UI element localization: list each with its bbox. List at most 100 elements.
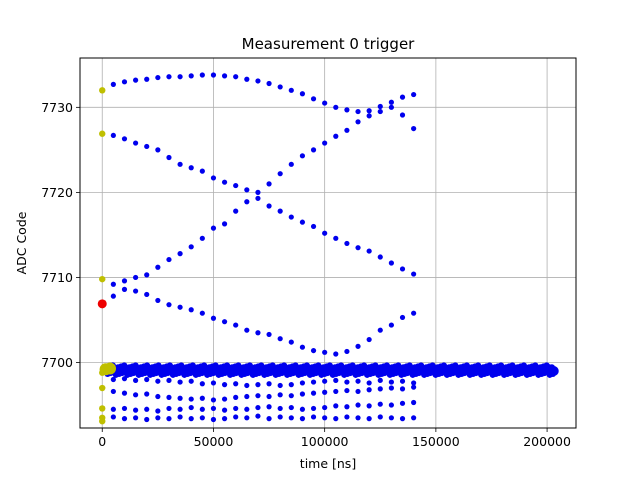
curve-point-low-1 <box>188 378 194 384</box>
x-tick-label: 150000 <box>412 434 460 449</box>
curve-point-low-2 <box>110 388 116 395</box>
curve-point-low-4 <box>155 415 161 421</box>
curve-point-lower-rise <box>310 147 317 153</box>
curve-point-mid-descent <box>244 327 250 333</box>
curve-point-low-4 <box>233 414 239 420</box>
curve-point-mid-descent <box>288 339 294 345</box>
curve-point-low-3 <box>288 404 294 411</box>
curve-point-low-3 <box>244 406 250 412</box>
curve-point-low-3 <box>411 399 417 406</box>
curve-point-mid-descent <box>166 302 172 308</box>
curve-point-lower-rise <box>210 225 217 231</box>
curve-point-mid-descent <box>355 343 361 349</box>
curve-point-low-1 <box>388 379 394 385</box>
curve-point-upper <box>355 108 361 115</box>
curve-point-lower-rise <box>355 119 361 125</box>
curve-point-upper-cross <box>288 214 294 220</box>
curve-point-low-2 <box>377 386 383 392</box>
curve-point-low-3 <box>199 406 205 412</box>
curve-point-lower-rise <box>255 189 261 195</box>
curve-point-upper <box>277 84 283 90</box>
curve-point-low-1 <box>266 381 272 387</box>
curve-point-mid-descent <box>322 349 328 355</box>
curve-point-low-3 <box>177 406 183 412</box>
curve-point-lower-rise <box>277 171 283 177</box>
curve-point-upper-cross <box>177 161 183 167</box>
curve-point-upper <box>210 72 217 78</box>
curve-point-upper <box>322 100 328 106</box>
curve-point-upper <box>121 79 128 85</box>
curve-point-low-3 <box>210 405 217 412</box>
curve-point-upper-cross <box>411 271 417 277</box>
yellow-point <box>99 275 106 283</box>
curve-point-low-2 <box>366 387 372 393</box>
y-tick-label: 7730 <box>41 100 73 115</box>
curve-point-low-3 <box>377 401 383 407</box>
curve-point-upper-cross <box>399 266 406 272</box>
curve-point-lower-rise <box>399 112 406 118</box>
curve-point-lower-rise <box>266 181 272 187</box>
curve-point-low-2 <box>155 393 161 400</box>
curve-point-lower-rise <box>411 125 417 132</box>
curve-point-low-4 <box>199 415 205 421</box>
curve-point-low-2 <box>121 390 128 396</box>
curve-point-upper-cross <box>188 165 194 171</box>
curve-point-low-3 <box>322 404 328 411</box>
curve-point-low-4 <box>210 416 217 423</box>
curve-point-low-2 <box>310 390 317 396</box>
curve-point-upper-cross <box>233 182 239 189</box>
curve-point-low-4 <box>388 415 394 421</box>
curve-point-upper-cross <box>144 143 150 150</box>
curve-point-lower-rise <box>244 199 250 205</box>
curve-point-upper <box>366 108 372 114</box>
curve-point-upper-cross <box>110 132 116 139</box>
curve-point-low-1 <box>288 382 294 388</box>
curve-point-upper-cross <box>255 195 261 201</box>
curve-point-low-1 <box>133 377 139 383</box>
x-tick-label: 0 <box>98 434 106 449</box>
curve-point-low-3 <box>277 405 283 412</box>
curve-point-low-4 <box>322 415 328 421</box>
curve-point-upper <box>299 91 306 97</box>
curve-point-lower-rise <box>221 221 228 227</box>
curve-point-upper <box>144 76 150 82</box>
curve-point-upper <box>333 104 339 110</box>
curve-point-low-2 <box>210 397 217 403</box>
curve-point-low-2 <box>344 387 350 394</box>
x-tick-label: 50000 <box>194 434 234 449</box>
curve-point-upper-cross <box>133 140 139 146</box>
curve-point-upper <box>166 74 172 80</box>
curve-point-mid-descent <box>233 322 239 328</box>
curve-point-low-4 <box>366 416 372 422</box>
curve-point-lower-rise <box>110 281 116 287</box>
curve-point-low-3 <box>333 403 339 409</box>
curve-point-low-2 <box>277 392 283 398</box>
curve-point-low-3 <box>266 404 272 410</box>
curve-point-lower-rise <box>199 235 205 241</box>
curve-point-lower-rise <box>377 108 383 115</box>
curve-point-upper-cross <box>299 219 306 225</box>
curve-point-low-4 <box>399 416 406 422</box>
curve-point-mid-descent <box>277 336 283 342</box>
curve-point-upper-cross <box>388 260 394 266</box>
curve-point-low-2 <box>388 385 394 391</box>
curve-point-low-3 <box>255 404 261 411</box>
curve-point-low-3 <box>121 405 128 412</box>
plot-frame <box>79 57 577 429</box>
curve-point-upper <box>177 74 183 80</box>
curve-point-upper-cross <box>210 175 217 181</box>
yellow-point <box>99 405 106 412</box>
curve-point-upper-cross <box>366 248 372 254</box>
curve-point-lower-rise <box>366 113 372 119</box>
curve-point-low-4 <box>344 414 350 420</box>
curve-point-mid-descent <box>155 297 161 304</box>
curve-point-low-4 <box>310 414 317 420</box>
curve-point-mid-descent <box>333 351 339 357</box>
curve-point-upper <box>199 72 205 78</box>
curve-point-upper <box>110 81 116 87</box>
curve-point-low-1 <box>411 380 417 386</box>
curve-point-upper-cross <box>344 240 350 247</box>
curve-point-low-1 <box>366 380 372 386</box>
curve-point-mid-descent <box>344 348 350 355</box>
